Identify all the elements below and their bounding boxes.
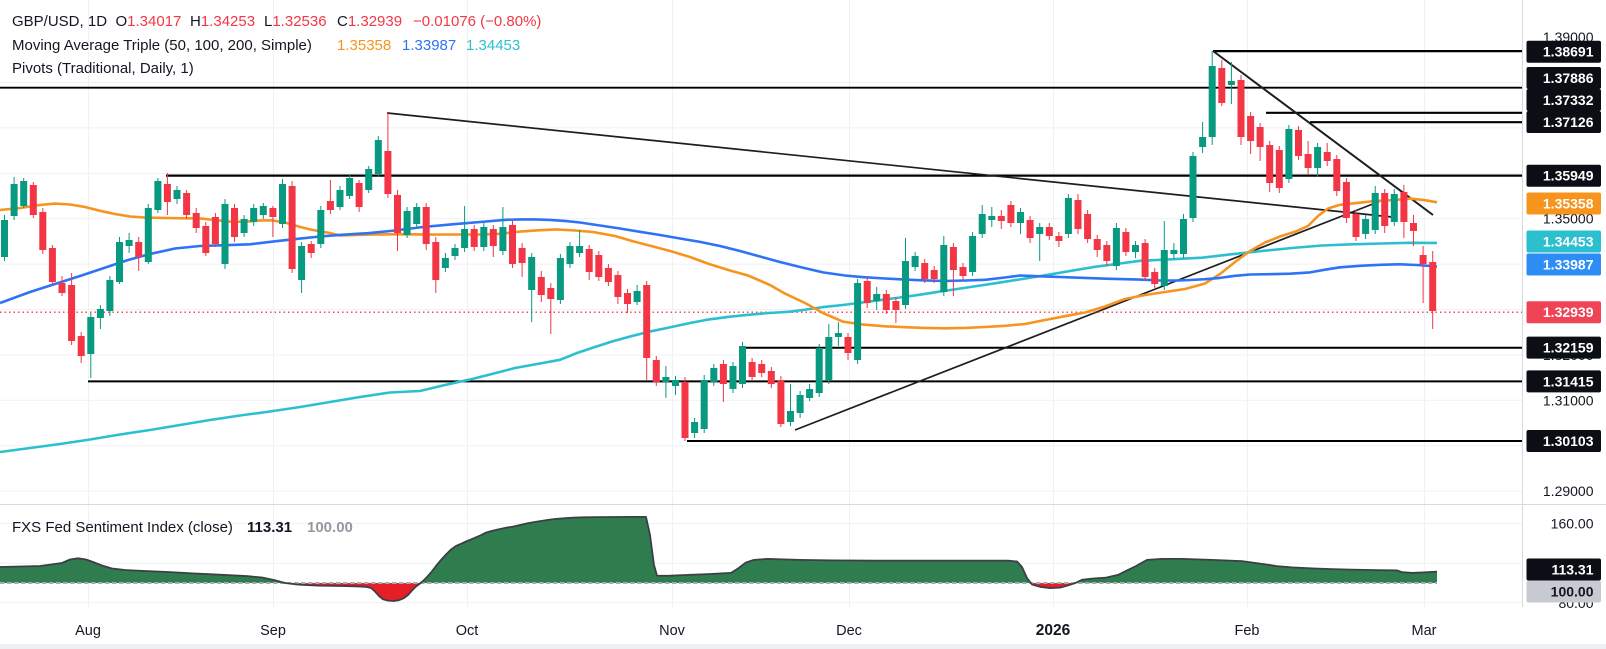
svg-text:Feb: Feb — [1235, 623, 1260, 639]
svg-text:Oct: Oct — [456, 623, 479, 639]
svg-text:1.37332: 1.37332 — [1543, 92, 1594, 108]
svg-text:1.32939: 1.32939 — [1543, 304, 1594, 320]
svg-text:FXS Fed Sentiment Index (close: FXS Fed Sentiment Index (close) 113.31 100… — [12, 519, 353, 536]
svg-text:2026: 2026 — [1036, 622, 1071, 639]
svg-text:Pivots (Traditional, Daily, 1): Pivots (Traditional, Daily, 1) — [12, 60, 194, 77]
svg-text:Mar: Mar — [1412, 623, 1437, 639]
svg-text:1.30103: 1.30103 — [1543, 433, 1594, 449]
svg-text:1.32159: 1.32159 — [1543, 340, 1594, 356]
svg-text:1.37886: 1.37886 — [1543, 70, 1594, 86]
svg-text:Moving Average Triple (50, 100: Moving Average Triple (50, 100, 200, Sim… — [12, 37, 520, 54]
svg-text:1.33987: 1.33987 — [1543, 257, 1594, 273]
svg-text:Nov: Nov — [659, 623, 686, 639]
svg-text:1.37126: 1.37126 — [1543, 114, 1594, 130]
svg-text:1.31000: 1.31000 — [1543, 392, 1594, 408]
svg-text:1.35949: 1.35949 — [1543, 168, 1594, 184]
svg-text:1.29000: 1.29000 — [1543, 483, 1594, 499]
svg-text:Aug: Aug — [75, 623, 101, 639]
svg-text:100.00: 100.00 — [1551, 584, 1594, 600]
svg-text:160.00: 160.00 — [1551, 516, 1594, 532]
svg-text:113.31: 113.31 — [1551, 562, 1593, 578]
svg-text:1.31415: 1.31415 — [1543, 373, 1594, 389]
svg-text:1.35358: 1.35358 — [1543, 196, 1594, 212]
svg-text:1.35000: 1.35000 — [1543, 211, 1594, 227]
svg-text:1.34453: 1.34453 — [1543, 234, 1594, 250]
svg-text:Sep: Sep — [260, 623, 286, 639]
svg-text:Dec: Dec — [836, 623, 862, 639]
svg-text:1.38691: 1.38691 — [1543, 44, 1594, 60]
